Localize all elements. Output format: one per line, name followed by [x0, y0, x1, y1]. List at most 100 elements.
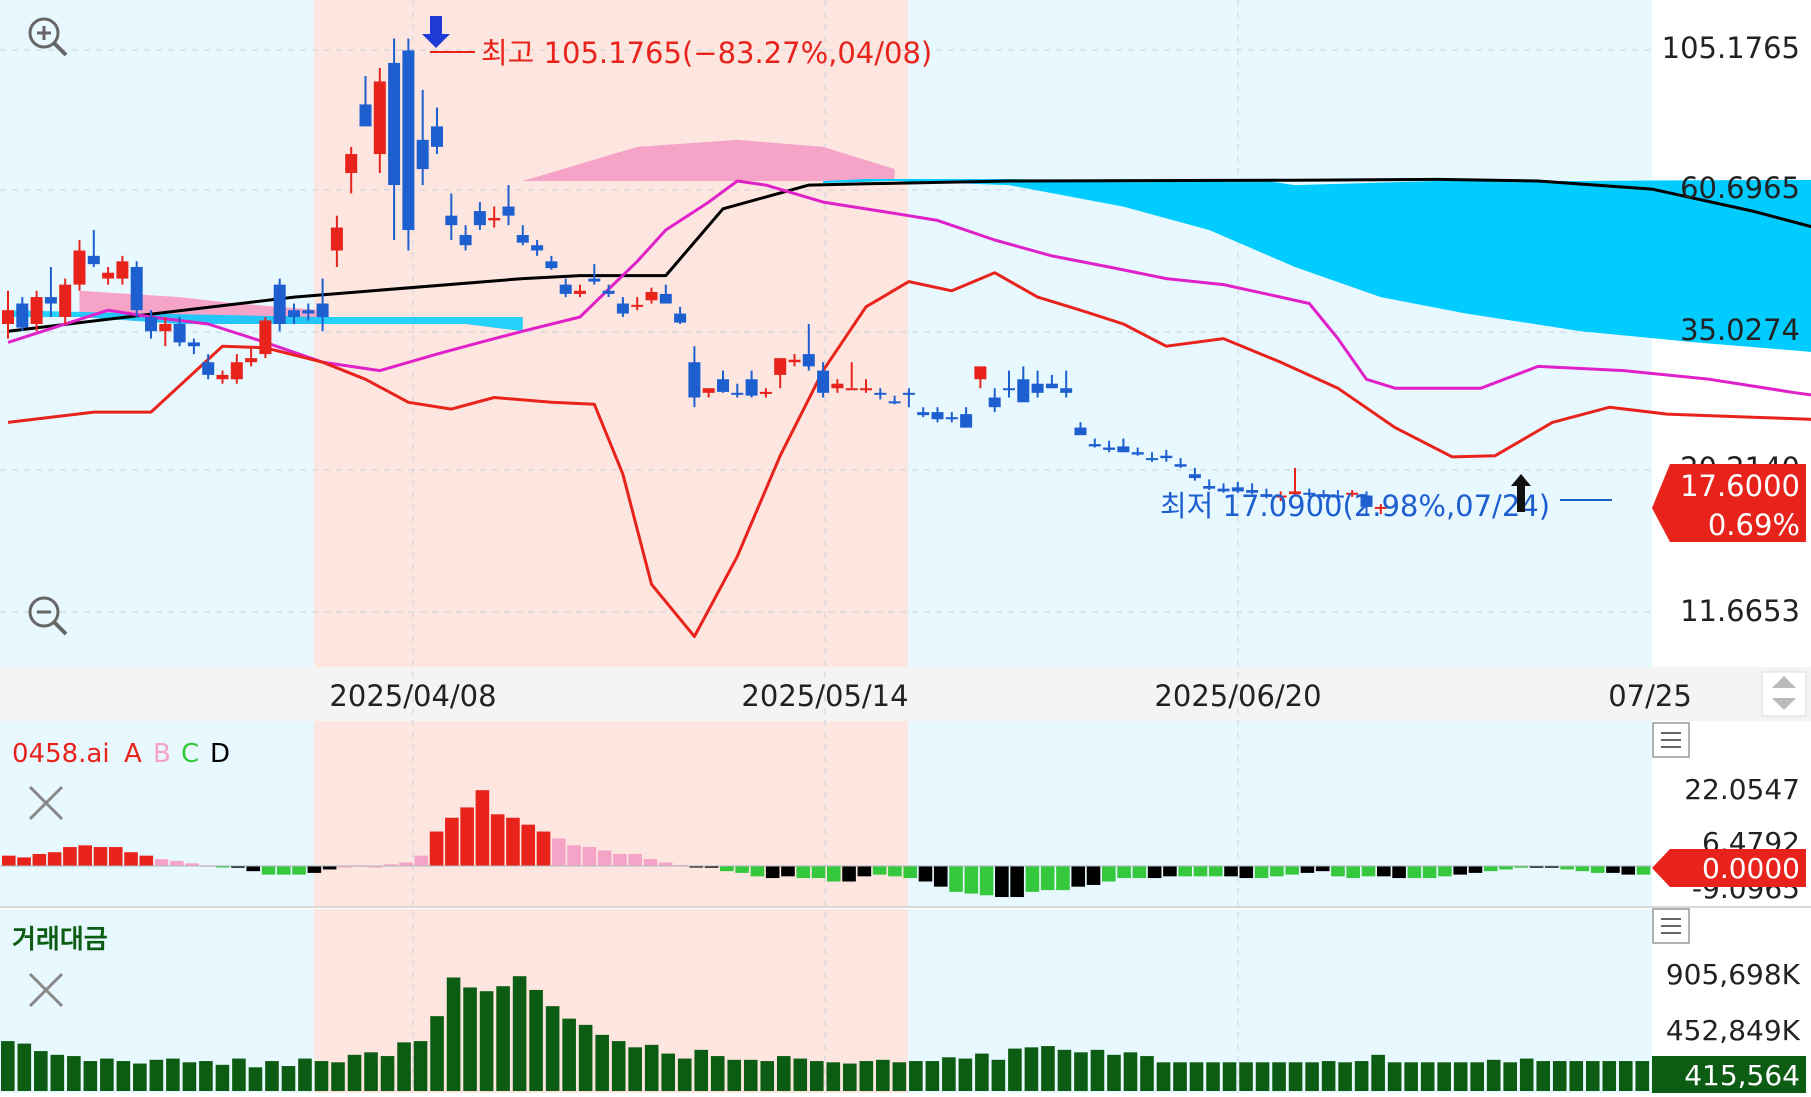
candle-body: [531, 245, 544, 251]
oscillator-bar: [750, 866, 765, 877]
candle-body: [1017, 379, 1030, 403]
volume-bar: [644, 1044, 659, 1091]
volume-bar: [1272, 1062, 1286, 1091]
candle-body: [1360, 495, 1373, 507]
candle-body: [545, 261, 558, 269]
candle-body: [1331, 495, 1344, 498]
oscillator-bar: [1315, 866, 1330, 872]
candlesticks: [2, 38, 1387, 515]
oscillator-close-icon[interactable]: [28, 785, 64, 821]
oscillator-bar: [215, 866, 230, 868]
date-tick-label: 2025/04/08: [329, 679, 496, 713]
candle-body: [874, 392, 887, 395]
oscillator-bar: [933, 866, 948, 887]
oscillator-bar: [995, 866, 1009, 898]
candle-body: [316, 303, 329, 317]
oscillator-bar: [1499, 866, 1513, 870]
oscillator-bar: [1438, 866, 1452, 877]
oscillator-bar: [704, 866, 719, 868]
volume-bar: [1552, 1061, 1567, 1091]
down-arrow-icon: [422, 16, 450, 48]
legend-d: D: [210, 739, 230, 769]
oscillator-bar: [429, 831, 444, 866]
oscillator-bar: [735, 866, 749, 873]
candle-body: [917, 412, 930, 416]
zoom-out-icon[interactable]: [28, 596, 68, 636]
candle-body: [931, 412, 944, 420]
candle-body: [288, 310, 300, 317]
volume-bar: [892, 1062, 907, 1091]
volume-bar: [479, 991, 494, 1091]
volume-bar: [826, 1062, 841, 1091]
date-tick-label: 2025/05/14: [741, 679, 908, 713]
oscillator-bar: [1590, 866, 1605, 873]
volume-bar: [1074, 1052, 1088, 1091]
candle-body: [1260, 494, 1273, 497]
candle-body: [30, 297, 43, 325]
volume-bar: [743, 1059, 758, 1091]
oscillator-bar: [261, 866, 276, 875]
indicator-lines: [7, 177, 1811, 638]
volume-bar: [149, 1059, 164, 1091]
up-down-arrows-icon[interactable]: [1761, 671, 1807, 717]
oscillator-bar: [1545, 866, 1559, 868]
candle-body: [1217, 488, 1230, 492]
candle-body: [831, 383, 844, 389]
oscillator-bar: [1193, 866, 1208, 877]
oscillator-bar: [597, 850, 612, 866]
oscillator-bar: [689, 866, 704, 868]
volume-bar: [116, 1061, 131, 1091]
volume-bar: [1156, 1062, 1171, 1091]
oscillator-bar: [536, 831, 551, 866]
oscillator-bar: [1560, 866, 1574, 870]
oscillator-bar: [1163, 866, 1177, 877]
current-price-tag-shape: [1652, 464, 1806, 542]
up-arrow-icon: [1511, 474, 1531, 512]
oscillator-bar: [964, 866, 979, 894]
candle-body: [1117, 446, 1130, 453]
volume-bar: [1008, 1048, 1022, 1091]
volume-bar: [182, 1062, 197, 1091]
candle-body: [1103, 447, 1116, 450]
high-annotation: 최고 105.1765(−83.27%,04/08): [422, 16, 932, 70]
candle-body: [731, 392, 744, 395]
candle-body: [645, 292, 658, 301]
volume-close-icon[interactable]: [28, 972, 64, 1008]
oscillator-menu-icon[interactable]: [1652, 722, 1690, 758]
volume-bar: [1371, 1054, 1385, 1091]
oscillator-bar: [1377, 866, 1391, 877]
candle-body: [445, 215, 458, 226]
volume-bar: [1206, 1062, 1220, 1091]
candle-body: [759, 391, 772, 394]
candle-body: [559, 284, 572, 294]
oscillator-bar: [643, 859, 658, 866]
price-tick-label: 35.0274: [1680, 313, 1800, 347]
oscillator-bar: [552, 838, 566, 866]
oscillator-bar: [658, 862, 673, 866]
volume-bar: [34, 1051, 48, 1091]
zoom-in-icon[interactable]: [28, 17, 68, 57]
volume-bar: [1090, 1049, 1105, 1091]
volume-bar: [1470, 1062, 1484, 1091]
cloud-lead-area: [823, 179, 1811, 352]
candle-body: [631, 304, 644, 307]
oscillator-bar: [93, 847, 108, 866]
candle-body: [1074, 427, 1087, 436]
candle-body: [502, 206, 515, 216]
volume-bar: [1387, 1062, 1402, 1091]
volume-bar: [1354, 1061, 1369, 1091]
volume-bar: [529, 989, 543, 1091]
candle-body: [1317, 494, 1330, 497]
oscillator-bar: [857, 866, 872, 877]
volume-bar: [496, 986, 510, 1091]
volume-bar: [83, 1061, 98, 1091]
volume-bar: [1041, 1046, 1055, 1091]
candle-body: [688, 362, 701, 398]
volume-bar: [595, 1034, 609, 1091]
volume-menu-icon[interactable]: [1652, 908, 1690, 944]
oscillator-bar: [475, 790, 490, 866]
volume-bar: [1173, 1062, 1187, 1091]
candle-body: [902, 392, 915, 395]
candle-body: [345, 154, 358, 173]
